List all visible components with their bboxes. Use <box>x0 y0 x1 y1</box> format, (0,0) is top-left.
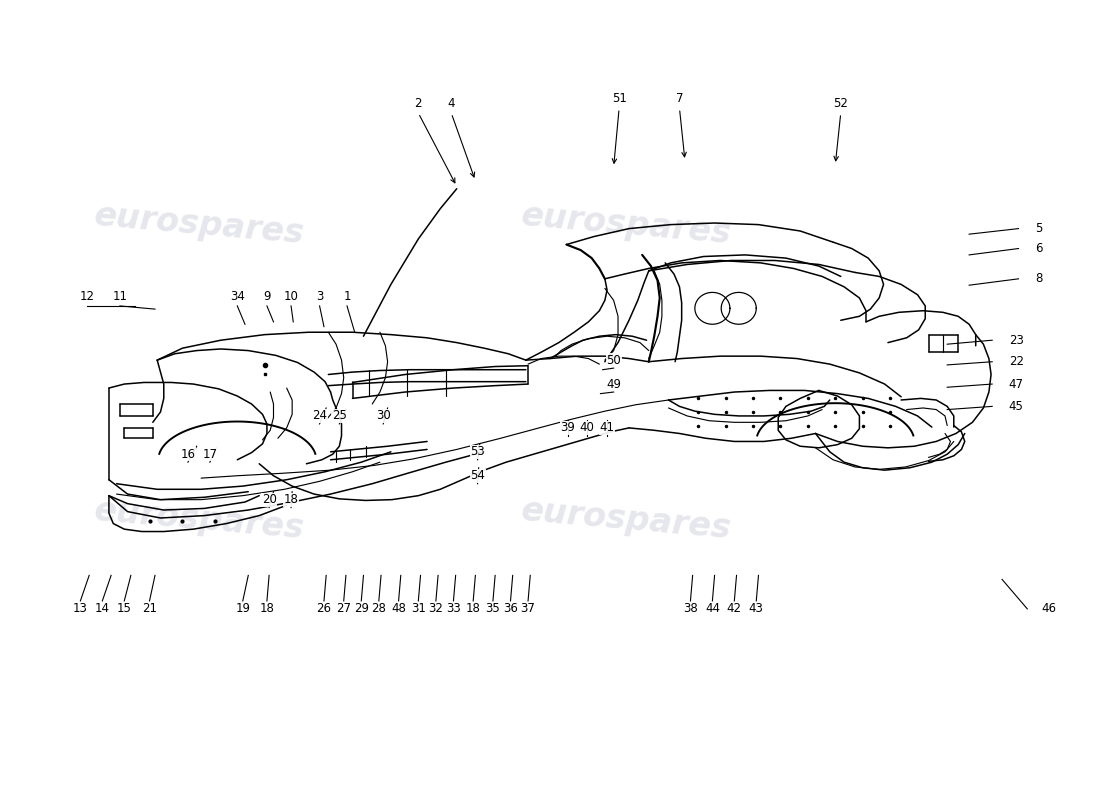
Text: eurospares: eurospares <box>92 494 306 546</box>
Text: 54: 54 <box>470 470 485 482</box>
Text: eurospares: eurospares <box>520 494 734 546</box>
Text: 24: 24 <box>312 410 327 422</box>
Text: 10: 10 <box>284 290 298 303</box>
Text: 7: 7 <box>675 92 683 105</box>
Text: 48: 48 <box>392 602 406 615</box>
Text: 14: 14 <box>95 602 110 615</box>
Text: 18: 18 <box>465 602 481 615</box>
Text: 6: 6 <box>1035 242 1043 255</box>
Text: 18: 18 <box>260 602 274 615</box>
Text: 18: 18 <box>284 493 298 506</box>
Text: 12: 12 <box>79 290 95 303</box>
Text: 8: 8 <box>1035 272 1043 286</box>
Text: 30: 30 <box>376 410 390 422</box>
Text: 22: 22 <box>1009 355 1024 368</box>
Text: 33: 33 <box>447 602 461 615</box>
Text: 40: 40 <box>580 422 595 434</box>
Text: 35: 35 <box>485 602 501 615</box>
Text: 44: 44 <box>705 602 719 615</box>
Text: 26: 26 <box>317 602 331 615</box>
Text: 46: 46 <box>1042 602 1057 615</box>
Text: eurospares: eurospares <box>520 199 734 250</box>
Text: 19: 19 <box>235 602 251 615</box>
Text: 34: 34 <box>230 290 244 303</box>
Text: 25: 25 <box>332 410 346 422</box>
Text: 29: 29 <box>354 602 368 615</box>
Text: 50: 50 <box>606 354 621 366</box>
Text: 3: 3 <box>316 290 323 303</box>
Text: 4: 4 <box>448 97 455 110</box>
Text: 2: 2 <box>415 97 422 110</box>
Text: 51: 51 <box>612 92 627 105</box>
Text: 1: 1 <box>343 290 351 303</box>
Text: 47: 47 <box>1009 378 1024 390</box>
Text: 21: 21 <box>142 602 157 615</box>
Text: 17: 17 <box>202 448 218 461</box>
Text: 31: 31 <box>411 602 426 615</box>
Text: 43: 43 <box>749 602 763 615</box>
Text: 15: 15 <box>117 602 132 615</box>
Text: 36: 36 <box>503 602 518 615</box>
Text: 37: 37 <box>520 602 536 615</box>
Text: 5: 5 <box>1035 222 1043 235</box>
Text: 23: 23 <box>1009 334 1023 346</box>
Text: 49: 49 <box>606 378 621 390</box>
Text: 45: 45 <box>1009 400 1023 413</box>
Text: 13: 13 <box>73 602 88 615</box>
Text: 38: 38 <box>683 602 697 615</box>
Text: 11: 11 <box>112 290 128 303</box>
Text: 27: 27 <box>337 602 351 615</box>
Text: 20: 20 <box>262 493 276 506</box>
Text: eurospares: eurospares <box>92 199 306 250</box>
Text: 32: 32 <box>429 602 443 615</box>
Text: 53: 53 <box>470 446 485 458</box>
Text: 52: 52 <box>834 97 848 110</box>
Text: 39: 39 <box>560 422 575 434</box>
Text: 16: 16 <box>180 448 196 461</box>
Text: 28: 28 <box>372 602 386 615</box>
Text: 41: 41 <box>600 422 615 434</box>
Text: 42: 42 <box>727 602 741 615</box>
Text: 9: 9 <box>263 290 271 303</box>
